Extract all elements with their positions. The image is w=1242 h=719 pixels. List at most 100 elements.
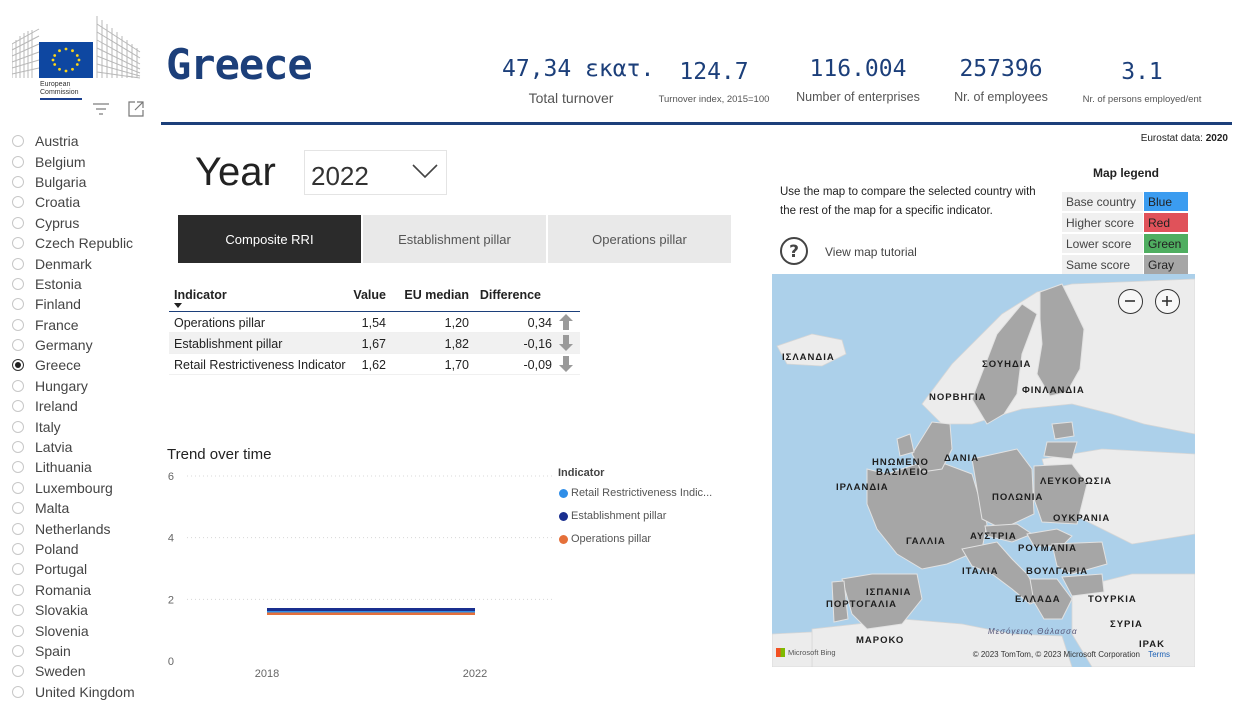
- country-option-belgium[interactable]: Belgium: [12, 151, 135, 171]
- map-tutorial-link[interactable]: View map tutorial: [825, 245, 917, 259]
- country-option-netherlands[interactable]: Netherlands: [12, 518, 135, 538]
- country-option-portugal[interactable]: Portugal: [12, 559, 135, 579]
- trend-title: Trend over time: [167, 446, 272, 463]
- kpi-value: 116.004: [809, 56, 907, 82]
- radio-unchecked-icon[interactable]: [12, 400, 24, 413]
- radio-unchecked-icon[interactable]: [12, 420, 24, 433]
- radio-unchecked-icon[interactable]: [12, 502, 24, 515]
- country-option-slovenia[interactable]: Slovenia: [12, 620, 135, 640]
- country-option-malta[interactable]: Malta: [12, 498, 135, 518]
- country-option-latvia[interactable]: Latvia: [12, 437, 135, 457]
- column-header-difference[interactable]: Difference: [479, 288, 541, 302]
- country-option-cyprus[interactable]: Cyprus: [12, 213, 135, 233]
- radio-unchecked-icon[interactable]: [12, 318, 24, 331]
- country-option-luxembourg[interactable]: Luxembourg: [12, 478, 135, 498]
- radio-unchecked-icon[interactable]: [12, 175, 24, 188]
- map-label: ΝΟΡΒΗΓΙΑ: [929, 392, 987, 403]
- legend-item-operations-pillar[interactable]: Operations pillar: [559, 533, 651, 545]
- radio-unchecked-icon[interactable]: [12, 379, 24, 392]
- country-option-estonia[interactable]: Estonia: [12, 274, 135, 294]
- cell-indicator: Operations pillar: [174, 316, 266, 330]
- country-option-hungary[interactable]: Hungary: [12, 376, 135, 396]
- radio-unchecked-icon[interactable]: [12, 563, 24, 576]
- zoom-out-button[interactable]: [1118, 289, 1143, 314]
- tab-establishment-pillar[interactable]: Establishment pillar: [363, 215, 546, 263]
- radio-unchecked-icon[interactable]: [12, 298, 24, 311]
- european-commission-logo: European Commission: [12, 14, 142, 100]
- kpi-total-turnover: 47,34 εκατ. Total turnover: [502, 56, 655, 106]
- radio-unchecked-icon[interactable]: [12, 237, 24, 250]
- country-option-spain[interactable]: Spain: [12, 641, 135, 661]
- focus-mode-icon[interactable]: [127, 100, 145, 118]
- map-terms-link[interactable]: Terms: [1148, 650, 1170, 659]
- country-option-czech-republic[interactable]: Czech Republic: [12, 233, 135, 253]
- radio-unchecked-icon[interactable]: [12, 216, 24, 229]
- country-option-germany[interactable]: Germany: [12, 335, 135, 355]
- legend-item-retail-restrictiveness-indic[interactable]: Retail Restrictiveness Indic...: [559, 487, 712, 499]
- radio-unchecked-icon[interactable]: [12, 543, 24, 555]
- column-header-value[interactable]: Value: [353, 288, 386, 302]
- radio-unchecked-icon[interactable]: [12, 277, 24, 290]
- cell-difference: 0,34: [527, 316, 552, 330]
- column-header-eu-median[interactable]: EU median: [404, 288, 469, 302]
- legend-label: Establishment pillar: [571, 510, 667, 522]
- x-tick-label: 2022: [463, 668, 487, 680]
- country-option-croatia[interactable]: Croatia: [12, 192, 135, 212]
- country-label: Slovenia: [35, 622, 89, 639]
- chevron-down-icon: [412, 164, 438, 179]
- tab-composite-rri[interactable]: Composite RRI: [178, 215, 361, 263]
- country-option-united-kingdom[interactable]: United Kingdom: [12, 682, 135, 702]
- country-option-finland[interactable]: Finland: [12, 294, 135, 314]
- country-option-slovakia[interactable]: Slovakia: [12, 600, 135, 620]
- radio-unchecked-icon[interactable]: [12, 665, 24, 678]
- country-label: Malta: [35, 500, 70, 517]
- table-header: Indicator Value EU median Difference: [169, 284, 580, 312]
- zoom-in-button[interactable]: [1155, 289, 1180, 314]
- europe-map[interactable]: ΙΣΛΑΝΔΙΑ ΣΟΥΗΔΙΑ ΦΙΝΛΑΝΔΙΑ ΝΟΡΒΗΓΙΑ ΗΝΩΜΕΝΟ Β…: [772, 274, 1195, 667]
- table-row[interactable]: Operations pillar 1,54 1,20 0,34: [169, 312, 580, 333]
- country-option-poland[interactable]: Poland: [12, 539, 135, 559]
- legend-item-establishment-pillar[interactable]: Establishment pillar: [559, 510, 666, 522]
- country-option-denmark[interactable]: Denmark: [12, 253, 135, 273]
- radio-unchecked-icon[interactable]: [12, 257, 24, 270]
- table-row[interactable]: Establishment pillar 1,67 1,82 -0,16: [169, 333, 580, 354]
- radio-unchecked-icon[interactable]: [12, 339, 24, 352]
- filter-lines-icon[interactable]: [92, 100, 110, 118]
- column-header-indicator[interactable]: Indicator: [174, 288, 227, 302]
- radio-unchecked-icon[interactable]: [12, 461, 24, 474]
- eurostat-label: Eurostat data:: [1140, 133, 1203, 144]
- radio-unchecked-icon[interactable]: [12, 583, 24, 596]
- radio-unchecked-icon[interactable]: [12, 135, 24, 148]
- country-label: Sweden: [35, 663, 86, 680]
- country-option-france[interactable]: France: [12, 315, 135, 335]
- map-legend-label: Same score: [1062, 255, 1143, 274]
- map-legend-label: Base country: [1062, 192, 1143, 211]
- radio-unchecked-icon[interactable]: [12, 604, 24, 617]
- country-option-italy[interactable]: Italy: [12, 416, 135, 436]
- country-option-ireland[interactable]: Ireland: [12, 396, 135, 416]
- kpi-value: 47,34 εκατ.: [502, 56, 655, 82]
- country-option-lithuania[interactable]: Lithuania: [12, 457, 135, 477]
- country-option-austria[interactable]: Austria: [12, 131, 135, 151]
- country-option-bulgaria[interactable]: Bulgaria: [12, 172, 135, 192]
- country-option-romania[interactable]: Romania: [12, 580, 135, 600]
- radio-unchecked-icon[interactable]: [12, 624, 24, 637]
- radio-checked-icon[interactable]: [12, 359, 24, 372]
- radio-unchecked-icon[interactable]: [12, 481, 24, 494]
- country-option-greece[interactable]: Greece: [12, 355, 135, 375]
- radio-unchecked-icon[interactable]: [12, 196, 24, 209]
- tab-operations-pillar[interactable]: Operations pillar: [548, 215, 731, 263]
- radio-unchecked-icon[interactable]: [12, 441, 24, 454]
- country-option-sweden[interactable]: Sweden: [12, 661, 135, 681]
- map-legend-label: Higher score: [1062, 213, 1143, 232]
- help-icon[interactable]: ?: [779, 236, 809, 266]
- year-dropdown[interactable]: 2022: [304, 150, 447, 195]
- radio-unchecked-icon[interactable]: [12, 644, 24, 657]
- table-row[interactable]: Retail Restrictiveness Indicator 1,62 1,70…: [169, 354, 580, 375]
- eu-flag-icon: [39, 42, 93, 78]
- radio-unchecked-icon[interactable]: [12, 685, 24, 698]
- map-legend-row-same-score: Same score Gray: [1062, 255, 1188, 274]
- radio-unchecked-icon[interactable]: [12, 155, 24, 168]
- radio-unchecked-icon[interactable]: [12, 522, 24, 535]
- country-label: Cyprus: [35, 214, 80, 231]
